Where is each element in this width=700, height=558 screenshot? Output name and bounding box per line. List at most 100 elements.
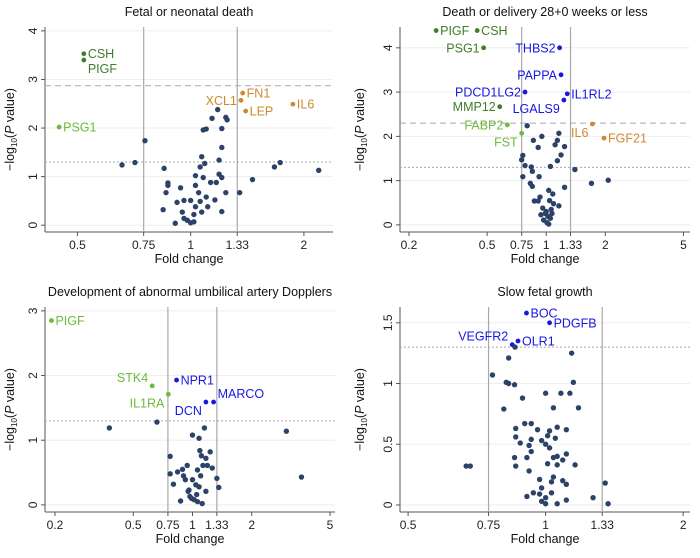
protein-point xyxy=(195,189,202,196)
y-axis-label-part: ( xyxy=(3,133,17,138)
protein-point xyxy=(165,182,171,189)
protein-point xyxy=(219,144,225,151)
protein-point xyxy=(531,198,538,204)
protein-point xyxy=(563,426,570,433)
protein-point xyxy=(501,406,507,412)
y-tick-label: 4 xyxy=(26,27,40,34)
protein-point xyxy=(544,433,551,439)
x-tick-label: 2 xyxy=(680,518,687,532)
protein-point xyxy=(544,460,551,467)
x-tick-label: 0.75 xyxy=(156,518,180,532)
protein-point xyxy=(554,158,561,164)
protein-point xyxy=(216,157,222,163)
protein-point xyxy=(192,204,199,210)
protein-point-pigf xyxy=(81,57,87,63)
y-tick-label: 1 xyxy=(381,177,395,184)
x-tick-label: 0.2 xyxy=(47,518,64,532)
protein-point-psg1 xyxy=(56,124,62,130)
protein-point-olr1 xyxy=(515,338,521,344)
x-axis-label: Fold change xyxy=(511,532,580,546)
x-axis-label: Fold change xyxy=(155,252,224,266)
protein-point xyxy=(219,125,225,132)
x-tick-label: 0.5 xyxy=(69,238,86,252)
y-axis-label-part: 10 xyxy=(10,418,19,427)
protein-point xyxy=(526,442,532,449)
protein-point xyxy=(547,215,554,221)
protein-point-pdgfb xyxy=(547,320,552,326)
protein-label: IL6 xyxy=(297,98,314,112)
protein-point xyxy=(570,379,577,385)
protein-point xyxy=(174,199,180,206)
protein-point xyxy=(191,211,197,218)
y-tick-label: 2 xyxy=(381,133,395,140)
protein-point xyxy=(200,174,206,181)
y-tick-label: 3 xyxy=(26,307,40,314)
protein-point xyxy=(197,473,204,479)
y-axis-label-part: value) xyxy=(3,368,17,406)
protein-point-xcl1 xyxy=(238,97,244,103)
protein-point xyxy=(536,476,543,483)
protein-point xyxy=(467,463,473,469)
y-axis-label: −log10(P value) xyxy=(3,368,19,451)
protein-point xyxy=(198,453,205,459)
protein-point xyxy=(161,165,167,172)
protein-label: FGF21 xyxy=(608,132,647,146)
protein-point xyxy=(546,187,552,194)
protein-label: STK4 xyxy=(117,371,148,385)
protein-label: VEGFR2 xyxy=(458,330,508,344)
protein-point-il1ra xyxy=(165,391,171,397)
protein-point xyxy=(558,152,564,158)
x-tick-label: 1 xyxy=(542,518,549,532)
x-tick-label: 1 xyxy=(189,518,196,532)
protein-label: FABP2 xyxy=(464,118,503,132)
panel-slow-fetal-growth: 0 0.5 1 1.5 0.5 0.75 1 1.33 2 Slow fetal growth Fo… xyxy=(350,280,700,558)
protein-point xyxy=(517,440,523,446)
panel-death-delivery-28-weeks: 0 1 2 3 4 0.2 0.5 0.75 1 1.33 2 5 Death or delivery … xyxy=(350,0,700,278)
protein-point xyxy=(194,498,201,505)
protein-point xyxy=(200,462,206,469)
protein-point xyxy=(219,208,225,215)
protein-label: IL6 xyxy=(571,126,588,140)
protein-point xyxy=(207,179,214,186)
protein-point xyxy=(194,467,201,473)
x-tick-label: 0.2 xyxy=(401,238,418,252)
x-tick-label: 0.75 xyxy=(132,238,156,252)
protein-label: IL1RA xyxy=(130,396,165,410)
protein-point xyxy=(588,180,595,186)
protein-point xyxy=(277,159,283,166)
protein-point-il6 xyxy=(290,101,296,107)
protein-label: DCN xyxy=(175,404,202,418)
protein-point xyxy=(212,197,218,203)
protein-point xyxy=(554,137,561,144)
y-axis-label-part: ( xyxy=(353,133,367,138)
protein-point xyxy=(572,462,578,468)
protein-point xyxy=(542,501,549,507)
volcano-plot-abnormal-umbilical-dopplers: 0 1 2 3 0.2 0.5 0.75 1 1.33 2 5 Development of abno… xyxy=(3,285,335,546)
x-tick-label: 2 xyxy=(602,238,609,252)
protein-point xyxy=(180,473,187,479)
protein-point xyxy=(505,355,512,361)
protein-point xyxy=(160,206,166,213)
protein-point xyxy=(316,167,322,174)
protein-point xyxy=(203,455,209,462)
protein-point xyxy=(529,183,536,190)
protein-point xyxy=(204,462,211,469)
protein-label: PDGFB xyxy=(554,316,597,330)
volcano-plot-fetal-neonatal-death: 0 1 2 3 4 0.5 0.75 1 1.33 2 Fetal or neonatal deat… xyxy=(3,5,333,266)
y-axis-label-part: value) xyxy=(3,88,17,126)
protein-label: OLR1 xyxy=(522,335,555,349)
protein-point xyxy=(546,428,553,434)
y-tick-label: 2 xyxy=(26,124,40,131)
protein-point xyxy=(536,491,543,497)
protein-point-fgf21 xyxy=(601,135,607,141)
protein-point xyxy=(547,163,554,170)
protein-point xyxy=(196,484,202,490)
protein-point xyxy=(546,445,553,451)
protein-point xyxy=(563,481,570,488)
x-tick-label: 2 xyxy=(248,518,255,532)
protein-point xyxy=(249,176,256,183)
protein-point xyxy=(548,206,554,213)
protein-point xyxy=(189,432,196,438)
protein-point xyxy=(535,144,541,151)
protein-point xyxy=(205,204,211,210)
